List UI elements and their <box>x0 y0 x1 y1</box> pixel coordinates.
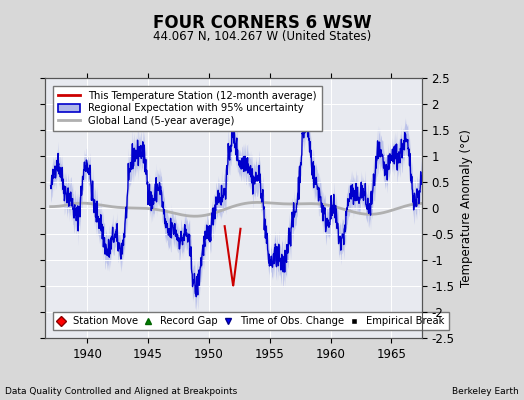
Text: FOUR CORNERS 6 WSW: FOUR CORNERS 6 WSW <box>152 14 372 32</box>
Legend: Station Move, Record Gap, Time of Obs. Change, Empirical Break: Station Move, Record Gap, Time of Obs. C… <box>53 312 449 330</box>
Text: Berkeley Earth: Berkeley Earth <box>452 387 519 396</box>
Text: Data Quality Controlled and Aligned at Breakpoints: Data Quality Controlled and Aligned at B… <box>5 387 237 396</box>
Y-axis label: Temperature Anomaly (°C): Temperature Anomaly (°C) <box>460 129 473 287</box>
Text: 44.067 N, 104.267 W (United States): 44.067 N, 104.267 W (United States) <box>153 30 371 43</box>
